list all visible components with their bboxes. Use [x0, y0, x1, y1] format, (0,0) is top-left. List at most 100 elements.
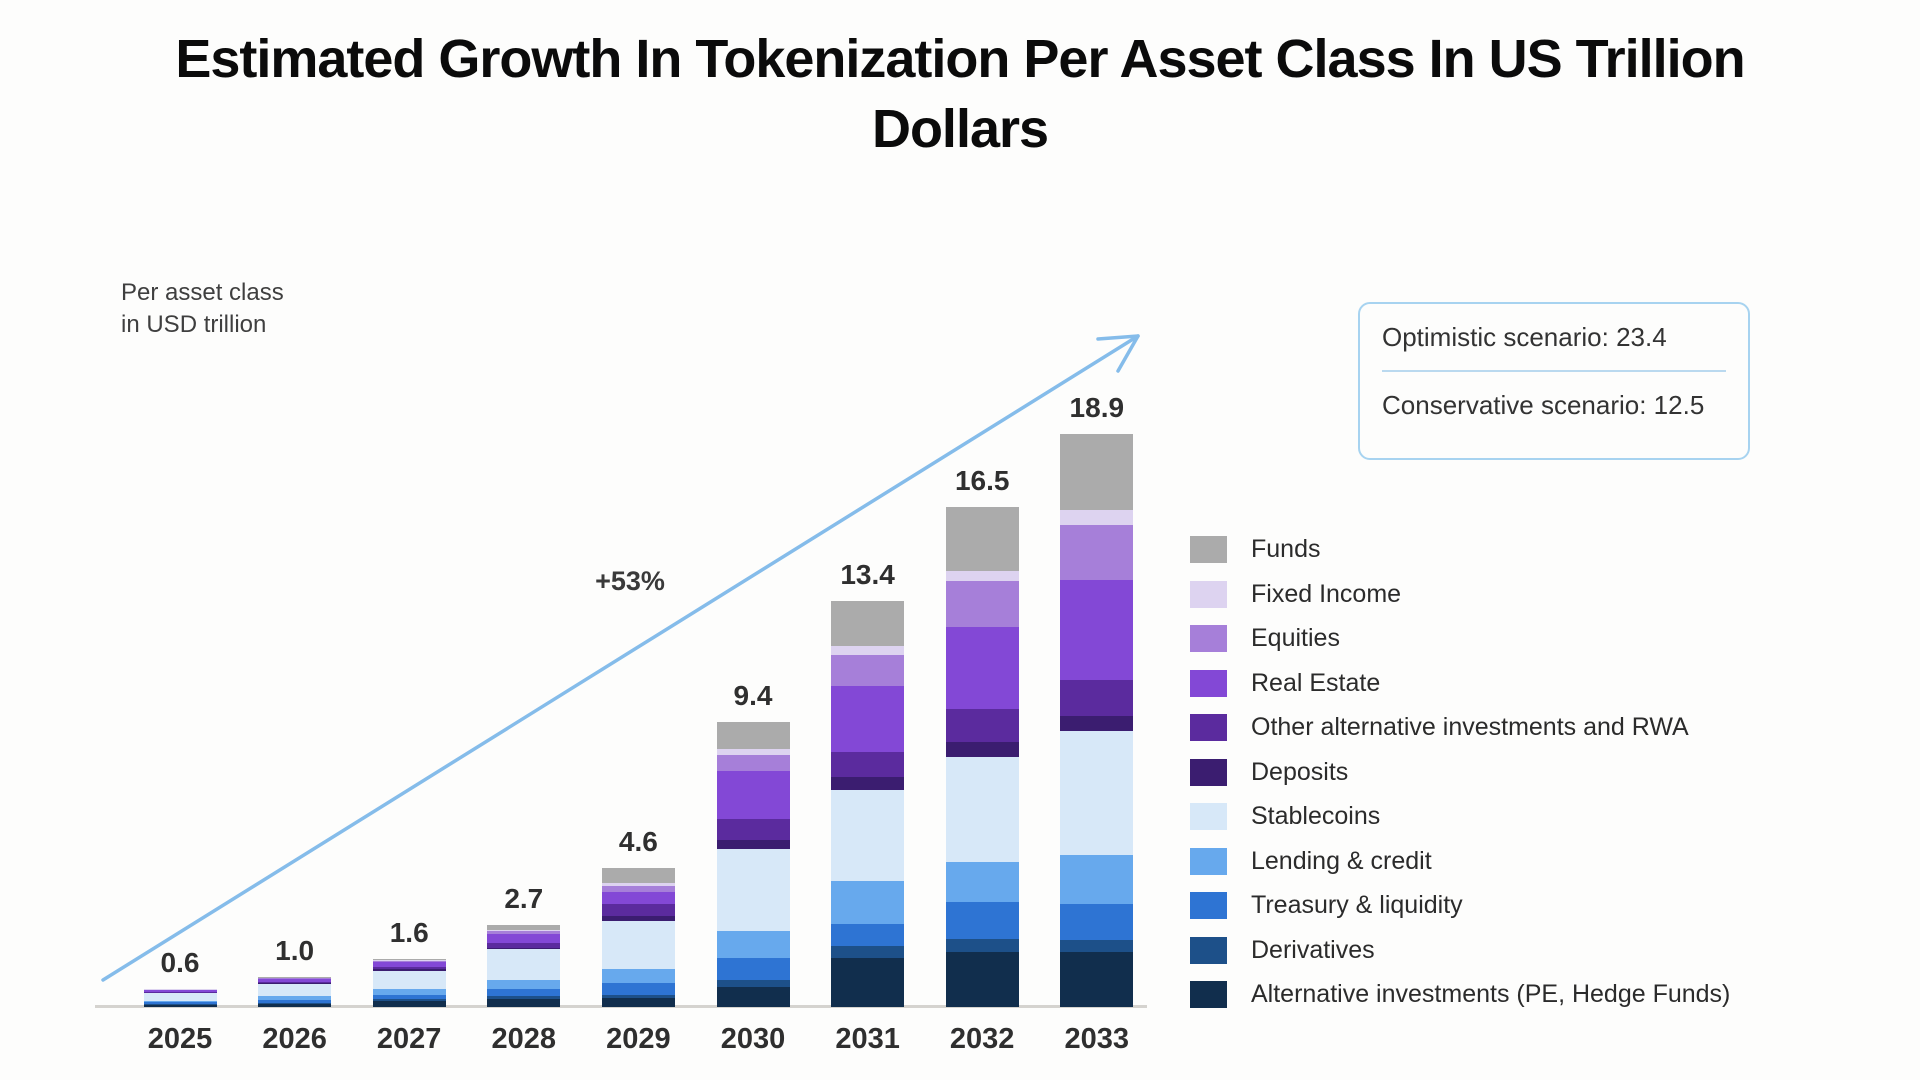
bar-2026-segment-lending-credit — [258, 996, 332, 1000]
bar-2030-segment-other-alternative-investments-and-rwa — [716, 819, 790, 841]
bar-2032-segment-treasury-liquidity — [945, 902, 1019, 939]
bar-total-label-2025: 0.6 — [160, 946, 200, 978]
legend-label-treasury-liquidity: Treasury & liquidity — [1251, 891, 1463, 919]
legend-label-alternative-investments-pe-hedge-funds: Alternative investments (PE, Hedge Funds… — [1251, 980, 1731, 1008]
bar-2025-segment-alternative-investments-pe-hedge-funds — [143, 1004, 217, 1007]
bar-2032-segment-other-alternative-investments-and-rwa — [945, 708, 1019, 742]
bar-2029-segment-alternative-investments-pe-hedge-funds — [601, 997, 675, 1007]
chart-legend: Funds Fixed Income Equities Real Estate Othe… — [1190, 535, 1731, 1008]
bar-2031-segment-alternative-investments-pe-hedge-funds — [831, 958, 905, 1007]
bar-2030-segment-treasury-liquidity — [716, 958, 790, 980]
bar-2029-segment-real-estate — [601, 891, 675, 904]
bar-total-label-2026: 1.0 — [275, 934, 315, 966]
bar-2029-segment-funds — [601, 867, 675, 883]
bar-2031-segment-deposits — [831, 776, 905, 791]
bar-2028-segment-deposits — [487, 947, 561, 950]
bar-2033-segment-alternative-investments-pe-hedge-funds — [1060, 952, 1134, 1007]
bar-2033-segment-funds — [1060, 434, 1134, 511]
bar-2029-segment-derivatives — [601, 994, 675, 998]
bar-2030-segment-derivatives — [716, 979, 790, 988]
legend-swatch-funds — [1190, 536, 1227, 563]
bar-2029-segment-lending-credit — [601, 969, 675, 983]
bar-2029-segment-stablecoins — [601, 920, 675, 970]
bar-2032-segment-fixed-income — [945, 570, 1019, 582]
bar-2033-segment-lending-credit — [1060, 855, 1134, 904]
legend-swatch-alternative-investments-pe-hedge-funds — [1190, 981, 1227, 1008]
legend-item-stablecoins: Stablecoins — [1190, 802, 1730, 830]
legend-item-alternative-investments-pe-hedge-funds: Alternative investments (PE, Hedge Funds… — [1190, 980, 1731, 1008]
legend-label-other-alternative-investments-and-rwa: Other alternative investments and RWA — [1251, 713, 1689, 741]
x-axis-label-2025: 2025 — [147, 1023, 213, 1055]
bar-2028-segment-funds — [487, 925, 561, 930]
bar-total-label-2028: 2.7 — [504, 883, 544, 915]
page-title-line-2: Dollars — [871, 99, 1049, 159]
bar-2031-segment-funds — [831, 600, 905, 647]
legend-item-equities: Equities — [1190, 624, 1730, 652]
bar-2030-segment-stablecoins — [716, 849, 790, 932]
bar-2026-segment-deposits — [258, 983, 332, 984]
bar-2027-segment-equities — [372, 960, 446, 963]
bar-2029-segment-deposits — [601, 916, 675, 921]
bar-2026 — [258, 976, 332, 1007]
bar-2027 — [372, 958, 446, 1007]
bar-total-label-2029: 4.6 — [618, 825, 658, 857]
bar-total-label-2033: 18.9 — [1069, 392, 1125, 424]
bar-2027-segment-fixed-income — [372, 960, 446, 961]
bar-2030-segment-funds — [716, 722, 790, 750]
bar-2025-segment-stablecoins — [143, 993, 217, 1001]
bar-2026-segment-funds — [258, 976, 332, 978]
bar-2031-segment-other-alternative-investments-and-rwa — [831, 752, 905, 777]
bar-2028-segment-equities — [487, 931, 561, 935]
bar-2032-segment-lending-credit — [945, 861, 1019, 903]
bar-2028-segment-lending-credit — [487, 979, 561, 989]
legend-item-derivatives: Derivatives — [1190, 936, 1730, 964]
bar-2032-segment-funds — [945, 507, 1019, 571]
bar-2027-segment-deposits — [372, 969, 446, 971]
bar-2025 — [143, 988, 217, 1007]
growth-percent-label: +53% — [595, 566, 665, 596]
bar-2025-segment-real-estate — [143, 990, 217, 992]
bar-2030 — [716, 722, 790, 1007]
bar-2025-segment-treasury-liquidity — [143, 1002, 217, 1005]
bar-2027-segment-treasury-liquidity — [372, 994, 446, 1000]
bar-total-label-2030: 9.4 — [733, 680, 773, 712]
bar-2027-segment-stablecoins — [372, 970, 446, 989]
x-axis-label-2029: 2029 — [606, 1023, 671, 1055]
bar-2029-segment-fixed-income — [601, 882, 675, 886]
bar-2025-segment-derivatives — [143, 1004, 217, 1005]
bar-2032-segment-stablecoins — [945, 756, 1019, 862]
x-axis-label-2027: 2027 — [376, 1023, 442, 1055]
scenario-divider — [1382, 370, 1726, 372]
x-axis-label-2032: 2032 — [949, 1023, 1015, 1055]
legend-label-real-estate: Real Estate — [1251, 668, 1381, 697]
bar-2030-segment-fixed-income — [716, 749, 790, 756]
conservative-scenario-label: Conservative scenario: 12.5 — [1382, 389, 1705, 420]
bar-2031-segment-real-estate — [831, 685, 905, 753]
bar-2032-segment-derivatives — [945, 938, 1019, 953]
bar-2031-segment-stablecoins — [831, 790, 905, 882]
bar-2033-segment-other-alternative-investments-and-rwa — [1060, 679, 1134, 717]
x-axis-label-2031: 2031 — [835, 1023, 900, 1055]
bar-2025-segment-other-alternative-investments-and-rwa — [143, 991, 217, 993]
bar-2028-segment-fixed-income — [487, 929, 561, 932]
bar-2030-segment-alternative-investments-pe-hedge-funds — [716, 987, 790, 1007]
legend-swatch-real-estate — [1190, 669, 1227, 697]
bar-2028-segment-derivatives — [487, 996, 561, 1000]
bar-2030-segment-real-estate — [716, 770, 790, 820]
bar-2028-segment-stablecoins — [487, 949, 561, 980]
bar-2029-segment-treasury-liquidity — [601, 982, 675, 995]
bar-2033-segment-fixed-income — [1060, 510, 1134, 526]
optimistic-scenario-label: Optimistic scenario: 23.4 — [1382, 321, 1667, 352]
page-title: Estimated Growth In Tokenization Per Ass… — [0, 24, 1920, 164]
x-axis-label-2030: 2030 — [720, 1023, 786, 1055]
legend-swatch-lending-credit — [1190, 847, 1227, 875]
scenario-box: Optimistic scenario: 23.4 Conservative s… — [1358, 302, 1750, 460]
bar-2027-segment-other-alternative-investments-and-rwa — [372, 966, 446, 970]
legend-swatch-derivatives — [1190, 936, 1227, 964]
legend-item-treasury-liquidity: Treasury & liquidity — [1190, 891, 1730, 919]
legend-swatch-treasury-liquidity — [1190, 892, 1227, 919]
bar-2027-segment-lending-credit — [372, 988, 446, 995]
bar-2029-segment-other-alternative-investments-and-rwa — [601, 903, 675, 917]
bar-2031-segment-lending-credit — [831, 881, 905, 924]
